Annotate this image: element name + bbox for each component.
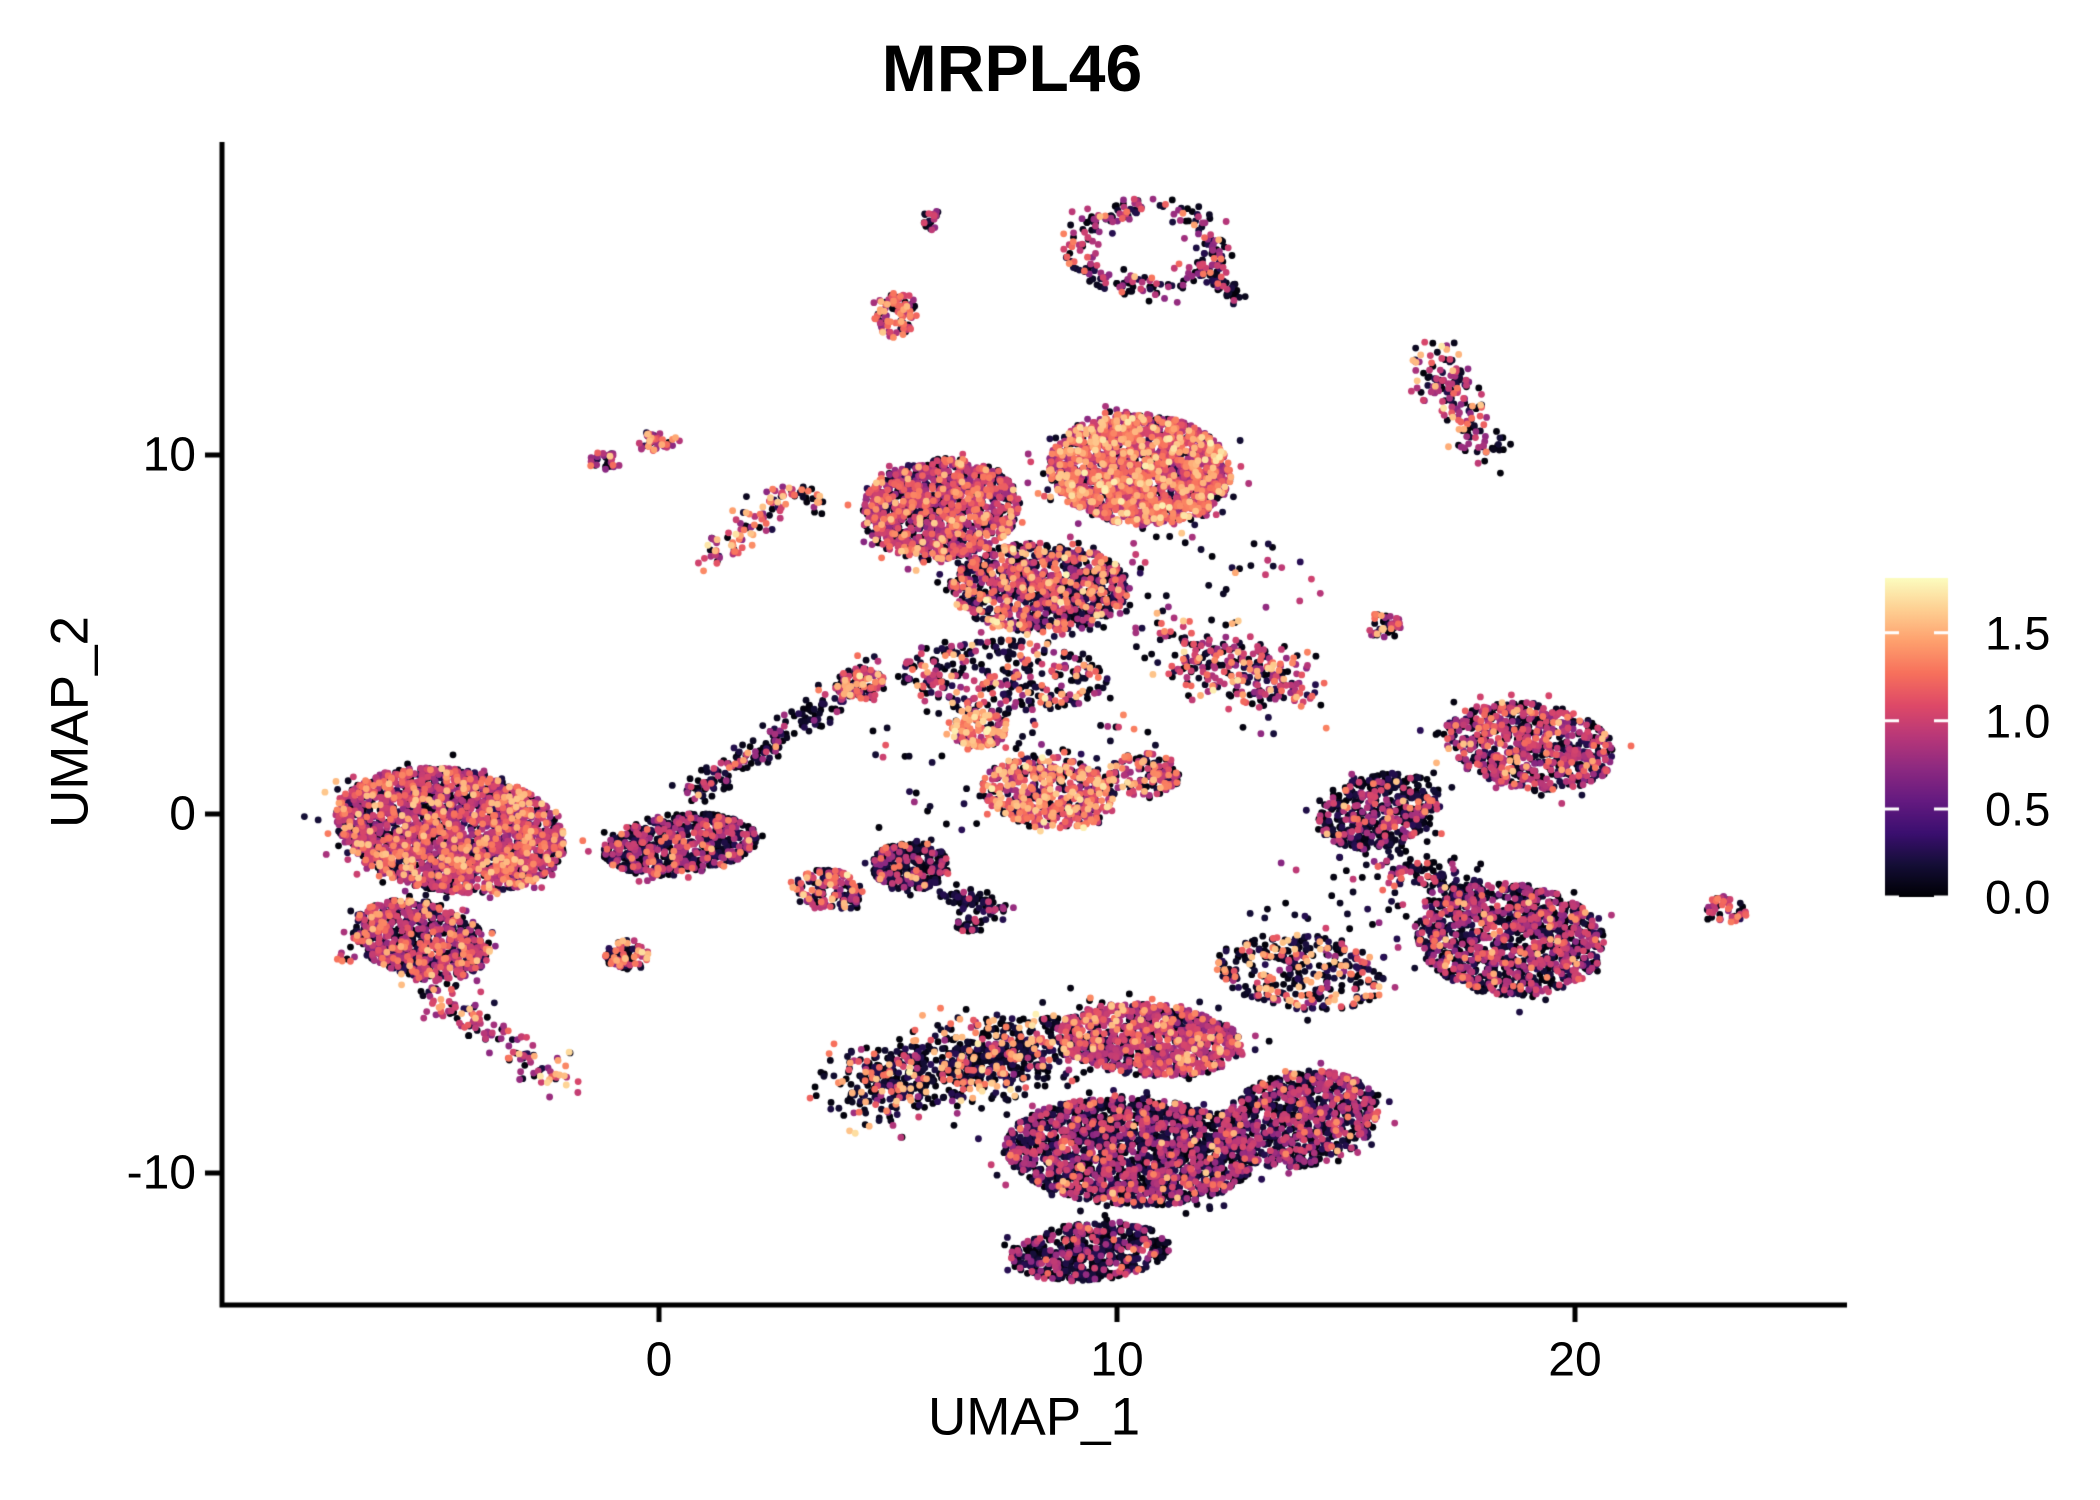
- colorbar-tick-label: 0.5: [1985, 782, 2051, 836]
- colorbar-tick-label: 1.5: [1985, 606, 2051, 660]
- x-tick-label: 20: [1548, 1333, 1602, 1387]
- y-tick-label: 10: [142, 428, 196, 482]
- colorbar-tick-label: 1.0: [1985, 694, 2051, 748]
- plot-title: MRPL46: [881, 31, 1143, 105]
- y-tick-label: 0: [169, 787, 196, 841]
- x-tick-label: 0: [645, 1333, 673, 1387]
- colorbar-tick-label: 0.0: [1985, 870, 2051, 924]
- x-tick-label: 10: [1090, 1333, 1144, 1387]
- x-axis-label: UMAP_1: [927, 1387, 1141, 1447]
- y-tick-label: -10: [126, 1146, 196, 1200]
